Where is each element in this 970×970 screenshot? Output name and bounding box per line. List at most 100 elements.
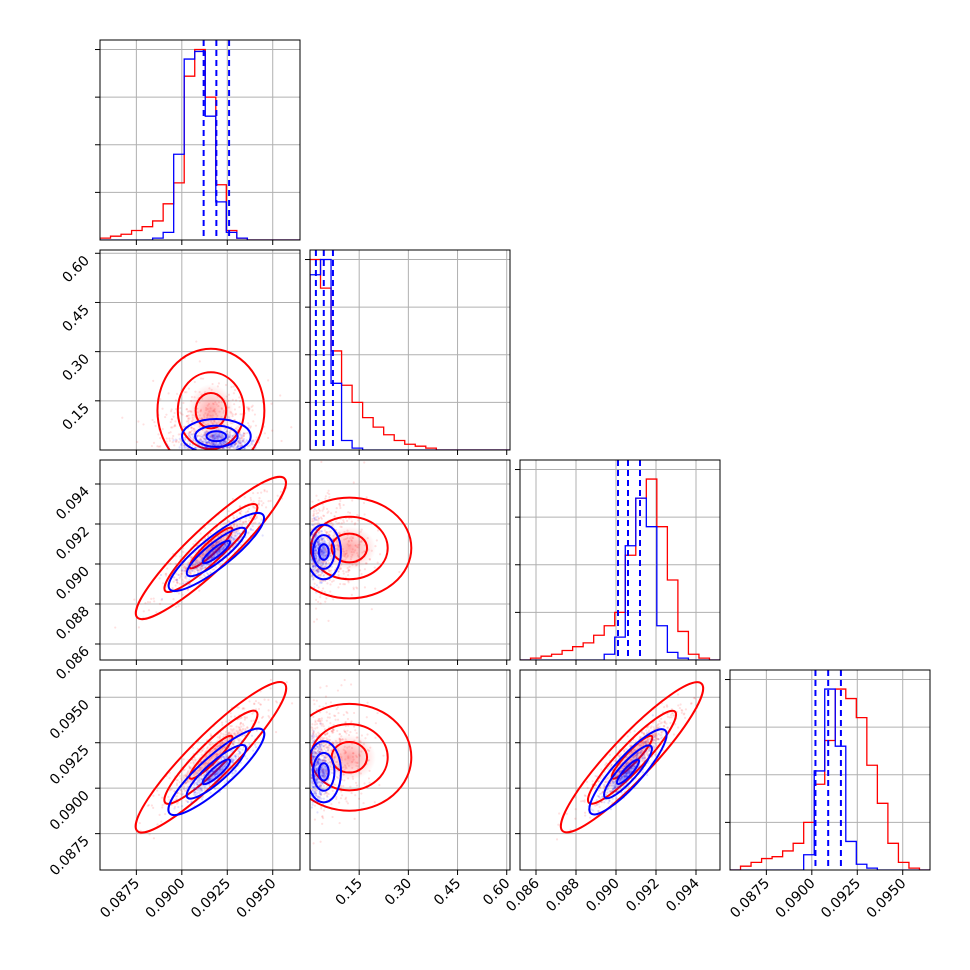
- scatter-point: [184, 789, 187, 792]
- scatter-point: [178, 411, 182, 414]
- scatter-point: [243, 718, 246, 721]
- scatter-point: [234, 443, 237, 446]
- scatter-point: [242, 432, 245, 435]
- scatter-point: [239, 511, 242, 515]
- scatter-point: [311, 541, 314, 544]
- scatter-point: [318, 743, 321, 746]
- scatter-point: [247, 408, 250, 411]
- scatter-point: [316, 750, 320, 753]
- scatter-point: [310, 788, 313, 791]
- scatter-point: [228, 445, 232, 448]
- scatter-point: [318, 531, 321, 534]
- scatter-point: [188, 568, 191, 571]
- scatter-point: [311, 756, 315, 759]
- scatter-point: [176, 795, 179, 798]
- scatter-point: [263, 488, 266, 492]
- scatter-point: [172, 439, 175, 442]
- scatter-point: [201, 446, 204, 449]
- scatter-point: [198, 792, 202, 795]
- scatter-point: [321, 817, 325, 820]
- scatter-point: [316, 560, 319, 563]
- scatter-point: [175, 605, 178, 609]
- scatter-point: [176, 581, 179, 584]
- scatter-point: [317, 600, 320, 603]
- scatter-point: [172, 576, 175, 579]
- scatter-point: [193, 786, 197, 789]
- scatter-point: [324, 743, 327, 746]
- scatter-point: [334, 718, 337, 721]
- scatter-point: [354, 781, 358, 784]
- scatter-point: [376, 561, 379, 564]
- contour-blue: [205, 430, 228, 443]
- scatter-point: [263, 432, 266, 435]
- scatter-point: [253, 743, 257, 746]
- scatter-point: [226, 446, 229, 449]
- contour-blue: [194, 424, 239, 448]
- scatter-point: [314, 747, 317, 751]
- scatter-point: [318, 790, 322, 794]
- scatter-point: [315, 533, 318, 536]
- scatter-point: [188, 578, 191, 581]
- scatter-point: [236, 758, 239, 762]
- scatter-point: [232, 392, 235, 395]
- scatter-point: [239, 444, 242, 447]
- scatter-point: [182, 401, 185, 405]
- scatter-point: [376, 529, 380, 532]
- scatter-point: [253, 413, 257, 416]
- scatter-point: [316, 761, 319, 764]
- scatter-point: [317, 747, 320, 750]
- scatter-point: [179, 796, 183, 799]
- scatter-point: [373, 801, 376, 804]
- contour-blue: [201, 758, 232, 786]
- scatter-point: [202, 573, 205, 576]
- scatter-point: [326, 491, 329, 495]
- contour-red: [194, 391, 228, 430]
- scatter-point: [311, 539, 314, 542]
- scatter-point: [362, 802, 365, 805]
- scatter-point: [239, 512, 242, 516]
- scatter-point: [242, 434, 245, 437]
- scatter-point: [314, 607, 318, 610]
- scatter-point: [313, 620, 316, 623]
- scatter-point: [241, 440, 245, 444]
- scatter-point: [233, 769, 236, 772]
- scatter-point: [311, 786, 315, 789]
- scatter-point: [263, 698, 266, 701]
- scatter-point: [202, 747, 205, 750]
- scatter-point: [175, 392, 179, 395]
- scatter-point: [231, 772, 234, 775]
- scatter-point: [217, 779, 221, 782]
- scatter-point: [339, 499, 342, 503]
- scatter-point: [331, 789, 334, 792]
- scatter-point: [184, 575, 187, 578]
- scatter-point: [244, 511, 247, 514]
- scatter-point: [317, 538, 320, 541]
- scatter-point: [315, 793, 318, 796]
- scatter-point: [330, 580, 334, 583]
- scatter-point: [317, 511, 320, 515]
- scatter-point: [331, 730, 334, 733]
- scatter-point: [318, 784, 321, 788]
- scatter-point: [314, 772, 317, 776]
- scatter-point: [142, 423, 145, 426]
- scatter-point: [227, 441, 230, 444]
- scatter-point: [269, 499, 272, 502]
- scatter-point: [260, 518, 263, 521]
- scatter-point: [247, 531, 250, 534]
- scatter-point: [178, 437, 181, 440]
- scatter-point: [342, 569, 345, 573]
- scatter-point: [313, 552, 317, 555]
- scatter-point: [314, 548, 317, 552]
- scatter-point: [223, 443, 226, 446]
- scatter-point: [353, 523, 356, 526]
- scatter-point: [193, 791, 196, 794]
- scatter-point: [311, 562, 314, 565]
- scatter-point: [236, 706, 239, 709]
- scatter-point: [312, 567, 315, 571]
- scatter-point: [312, 565, 315, 568]
- scatter-point: [314, 532, 317, 535]
- scatter-point: [175, 572, 178, 575]
- scatter-point: [158, 577, 161, 580]
- scatter-point: [152, 806, 155, 809]
- contour-red: [176, 371, 245, 450]
